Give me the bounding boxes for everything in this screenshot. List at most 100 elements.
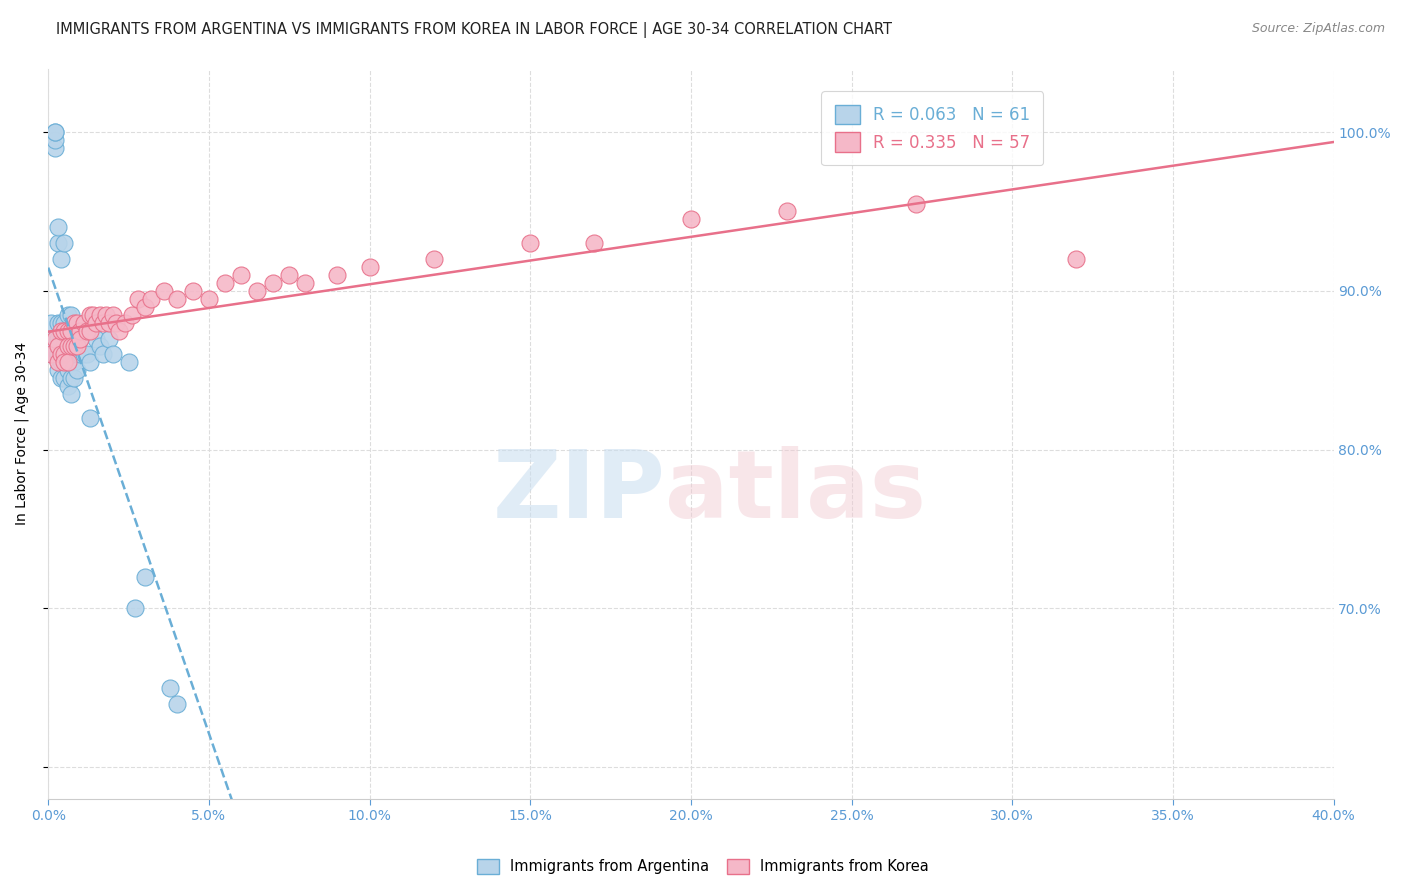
- Point: [53, 324, 76, 338]
- Point: [82, 308, 104, 322]
- Text: IMMIGRANTS FROM ARGENTINA VS IMMIGRANTS FROM KOREA IN LABOR FORCE | AGE 30-34 CO: IMMIGRANTS FROM ARGENTINA VS IMMIGRANTS …: [56, 22, 893, 38]
- Point: [66, 363, 89, 377]
- Text: atlas: atlas: [665, 446, 927, 538]
- Point: [127, 292, 149, 306]
- Legend: R = 0.063   N = 61, R = 0.335   N = 57: R = 0.063 N = 61, R = 0.335 N = 57: [821, 92, 1043, 165]
- Point: [49, 252, 72, 266]
- Point: [49, 347, 72, 361]
- Point: [159, 681, 181, 695]
- Point: [53, 371, 76, 385]
- Point: [72, 347, 94, 361]
- Point: [94, 308, 117, 322]
- Point: [108, 324, 131, 338]
- Point: [44, 125, 66, 139]
- Point: [98, 316, 121, 330]
- Point: [86, 316, 108, 330]
- Point: [229, 268, 252, 282]
- Point: [41, 316, 63, 330]
- Point: [91, 347, 114, 361]
- Point: [53, 236, 76, 251]
- Point: [59, 308, 82, 322]
- Point: [59, 371, 82, 385]
- Point: [904, 196, 927, 211]
- Point: [359, 260, 381, 274]
- Point: [66, 316, 89, 330]
- Point: [46, 220, 69, 235]
- Point: [63, 339, 86, 353]
- Point: [63, 339, 86, 353]
- Point: [121, 308, 143, 322]
- Point: [326, 268, 349, 282]
- Point: [46, 331, 69, 345]
- Point: [53, 355, 76, 369]
- Point: [198, 292, 221, 306]
- Point: [214, 276, 236, 290]
- Point: [41, 347, 63, 361]
- Point: [114, 316, 136, 330]
- Point: [278, 268, 301, 282]
- Point: [104, 316, 127, 330]
- Point: [89, 308, 111, 322]
- Point: [69, 324, 91, 338]
- Point: [49, 324, 72, 338]
- Point: [69, 331, 91, 345]
- Point: [53, 347, 76, 361]
- Point: [69, 347, 91, 361]
- Point: [117, 355, 139, 369]
- Point: [139, 292, 162, 306]
- Point: [89, 339, 111, 353]
- Point: [153, 284, 176, 298]
- Point: [76, 347, 98, 361]
- Point: [76, 324, 98, 338]
- Point: [91, 316, 114, 330]
- Point: [56, 324, 79, 338]
- Point: [66, 331, 89, 345]
- Point: [59, 347, 82, 361]
- Point: [63, 371, 86, 385]
- Point: [41, 347, 63, 361]
- Point: [181, 284, 204, 298]
- Point: [53, 316, 76, 330]
- Point: [53, 339, 76, 353]
- Point: [59, 324, 82, 338]
- Point: [134, 300, 156, 314]
- Point: [46, 339, 69, 353]
- Point: [44, 331, 66, 345]
- Text: ZIP: ZIP: [492, 446, 665, 538]
- Point: [46, 316, 69, 330]
- Point: [56, 379, 79, 393]
- Point: [79, 324, 101, 338]
- Point: [56, 308, 79, 322]
- Point: [49, 331, 72, 345]
- Point: [519, 236, 541, 251]
- Point: [56, 324, 79, 338]
- Point: [46, 236, 69, 251]
- Point: [59, 387, 82, 401]
- Point: [56, 339, 79, 353]
- Point: [46, 355, 69, 369]
- Point: [56, 339, 79, 353]
- Point: [1066, 252, 1088, 266]
- Point: [98, 331, 121, 345]
- Text: Source: ZipAtlas.com: Source: ZipAtlas.com: [1251, 22, 1385, 36]
- Point: [49, 347, 72, 361]
- Point: [166, 292, 188, 306]
- Point: [56, 347, 79, 361]
- Point: [66, 339, 89, 353]
- Point: [124, 601, 146, 615]
- Point: [56, 355, 79, 369]
- Y-axis label: In Labor Force | Age 30-34: In Labor Force | Age 30-34: [15, 343, 30, 525]
- Point: [46, 363, 69, 377]
- Point: [101, 347, 124, 361]
- Point: [79, 308, 101, 322]
- Point: [246, 284, 269, 298]
- Point: [583, 236, 606, 251]
- Point: [679, 212, 702, 227]
- Point: [44, 133, 66, 147]
- Point: [44, 141, 66, 155]
- Point: [63, 316, 86, 330]
- Point: [41, 331, 63, 345]
- Point: [53, 347, 76, 361]
- Point: [294, 276, 316, 290]
- Point: [166, 697, 188, 711]
